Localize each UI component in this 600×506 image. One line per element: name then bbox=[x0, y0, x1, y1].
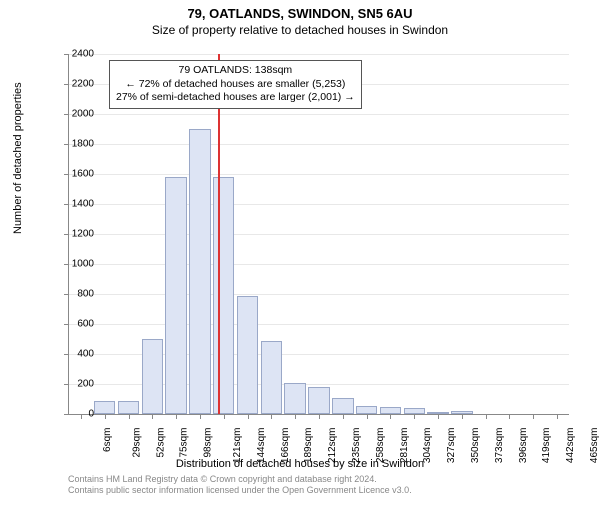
histogram-bar bbox=[118, 401, 139, 414]
annotation-line-2: ← 72% of detached houses are smaller (5,… bbox=[116, 78, 355, 92]
xtick-label: 350sqm bbox=[470, 428, 481, 464]
annotation-line-3: 27% of semi-detached houses are larger (… bbox=[116, 91, 355, 105]
xtick-label: 419sqm bbox=[542, 428, 553, 464]
histogram-bar bbox=[451, 411, 472, 414]
xtick-label: 166sqm bbox=[280, 428, 291, 464]
histogram-bar bbox=[284, 383, 305, 415]
yaxis-label: Number of detached properties bbox=[12, 82, 24, 234]
xtick-mark bbox=[367, 414, 368, 419]
title-sub: Size of property relative to detached ho… bbox=[0, 23, 600, 37]
histogram-bar bbox=[189, 129, 210, 414]
xtick-mark bbox=[319, 414, 320, 419]
gridline-h bbox=[69, 204, 569, 205]
xtick-mark bbox=[224, 414, 225, 419]
xtick-label: 189sqm bbox=[303, 428, 314, 464]
xtick-label: 465sqm bbox=[589, 428, 600, 464]
title-main: 79, OATLANDS, SWINDON, SN5 6AU bbox=[0, 6, 600, 21]
xtick-label: 258sqm bbox=[375, 428, 386, 464]
histogram-bar bbox=[142, 339, 163, 414]
xtick-mark bbox=[129, 414, 130, 419]
xtick-label: 396sqm bbox=[518, 428, 529, 464]
xtick-mark bbox=[557, 414, 558, 419]
ytick-label: 2200 bbox=[54, 79, 94, 90]
xtick-label: 235sqm bbox=[351, 428, 362, 464]
xtick-mark bbox=[462, 414, 463, 419]
ytick-label: 600 bbox=[54, 319, 94, 330]
xtick-mark bbox=[152, 414, 153, 419]
histogram-bar bbox=[332, 398, 353, 414]
attribution: Contains HM Land Registry data © Crown c… bbox=[68, 474, 412, 496]
gridline-h bbox=[69, 114, 569, 115]
xtick-mark bbox=[343, 414, 344, 419]
xtick-label: 442sqm bbox=[565, 428, 576, 464]
xtick-mark bbox=[438, 414, 439, 419]
histogram-bar bbox=[356, 406, 377, 414]
histogram-bar bbox=[213, 177, 234, 414]
xtick-label: 327sqm bbox=[446, 428, 457, 464]
xtick-mark bbox=[486, 414, 487, 419]
gridline-h bbox=[69, 54, 569, 55]
ytick-label: 2400 bbox=[54, 49, 94, 60]
annotation-line-1: 79 OATLANDS: 138sqm bbox=[116, 64, 355, 78]
xtick-mark bbox=[509, 414, 510, 419]
ytick-label: 1800 bbox=[54, 139, 94, 150]
ytick-label: 200 bbox=[54, 379, 94, 390]
gridline-h bbox=[69, 294, 569, 295]
xtick-label: 121sqm bbox=[232, 428, 243, 464]
xtick-label: 98sqm bbox=[203, 428, 214, 458]
ytick-label: 1000 bbox=[54, 259, 94, 270]
ytick-label: 800 bbox=[54, 289, 94, 300]
xtick-mark bbox=[200, 414, 201, 419]
plot-region: 79 OATLANDS: 138sqm← 72% of detached hou… bbox=[68, 54, 569, 415]
histogram-bar bbox=[380, 407, 401, 415]
xtick-label: 304sqm bbox=[423, 428, 434, 464]
histogram-bar bbox=[165, 177, 186, 414]
histogram-bar bbox=[427, 412, 448, 414]
gridline-h bbox=[69, 234, 569, 235]
xtick-mark bbox=[533, 414, 534, 419]
attribution-line-1: Contains HM Land Registry data © Crown c… bbox=[68, 474, 412, 485]
chart-container: 79, OATLANDS, SWINDON, SN5 6AU Size of p… bbox=[0, 6, 600, 506]
gridline-h bbox=[69, 264, 569, 265]
xtick-mark bbox=[105, 414, 106, 419]
gridline-h bbox=[69, 324, 569, 325]
histogram-bar bbox=[237, 296, 258, 415]
attribution-line-2: Contains public sector information licen… bbox=[68, 485, 412, 496]
xtick-label: 6sqm bbox=[102, 428, 113, 452]
histogram-bar bbox=[404, 408, 425, 414]
xtick-mark bbox=[295, 414, 296, 419]
xtick-label: 281sqm bbox=[399, 428, 410, 464]
histogram-bar bbox=[308, 387, 329, 414]
xtick-label: 212sqm bbox=[327, 428, 338, 464]
xtick-label: 144sqm bbox=[256, 428, 267, 464]
ytick-label: 1200 bbox=[54, 229, 94, 240]
xtick-label: 75sqm bbox=[179, 428, 190, 458]
xtick-mark bbox=[271, 414, 272, 419]
gridline-h bbox=[69, 174, 569, 175]
histogram-bar bbox=[94, 401, 115, 414]
histogram-bar bbox=[261, 341, 282, 415]
ytick-label: 2000 bbox=[54, 109, 94, 120]
chart-area: 79 OATLANDS: 138sqm← 72% of detached hou… bbox=[68, 54, 568, 414]
annotation-box: 79 OATLANDS: 138sqm← 72% of detached hou… bbox=[109, 60, 362, 109]
ytick-label: 1600 bbox=[54, 169, 94, 180]
xtick-mark bbox=[390, 414, 391, 419]
xtick-mark bbox=[248, 414, 249, 419]
xtick-label: 52sqm bbox=[155, 428, 166, 458]
ytick-label: 400 bbox=[54, 349, 94, 360]
xtick-mark bbox=[414, 414, 415, 419]
xaxis-label: Distribution of detached houses by size … bbox=[0, 458, 600, 470]
xtick-mark bbox=[176, 414, 177, 419]
ytick-label: 0 bbox=[54, 409, 94, 420]
xtick-label: 373sqm bbox=[494, 428, 505, 464]
ytick-label: 1400 bbox=[54, 199, 94, 210]
gridline-h bbox=[69, 144, 569, 145]
xtick-label: 29sqm bbox=[131, 428, 142, 458]
